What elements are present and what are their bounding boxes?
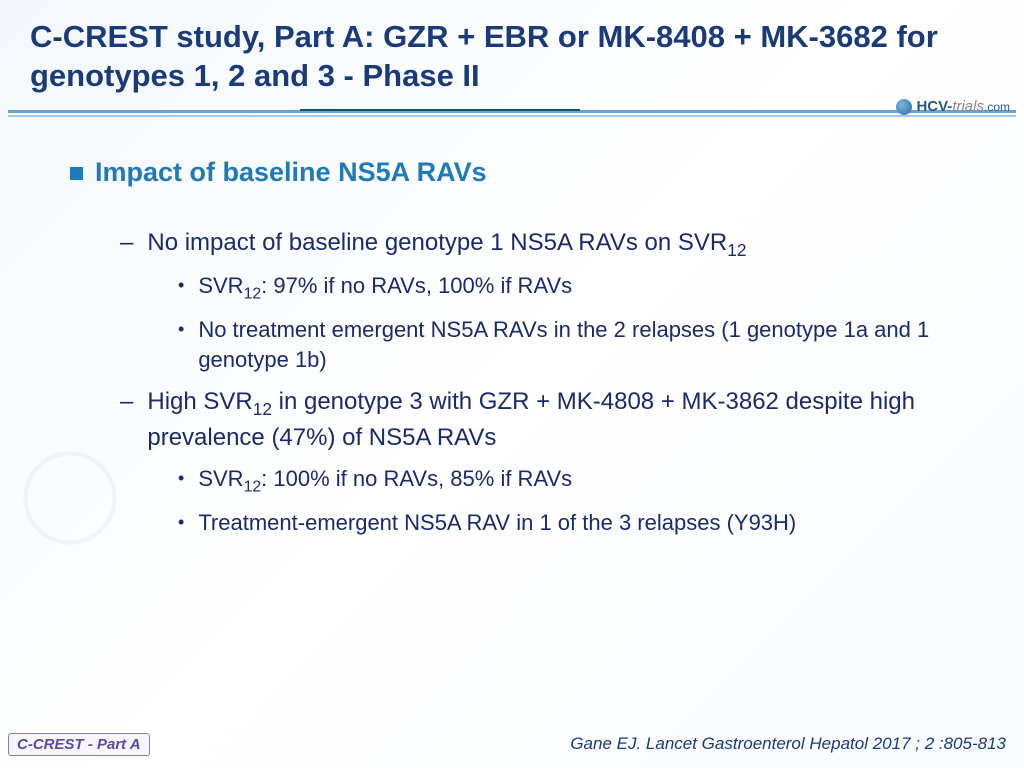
section-heading: Impact of baseline NS5A RAVs — [70, 157, 974, 188]
list-item: • SVR12: 100% if no RAVs, 85% if RAVs — [178, 464, 974, 498]
citation: Gane EJ. Lancet Gastroenterol Hepatol 20… — [570, 734, 1006, 754]
logo-part3: .com — [984, 100, 1010, 114]
square-bullet-icon — [70, 167, 83, 180]
list-item-text: Treatment-emergent NS5A RAV in 1 of the … — [198, 508, 796, 538]
dot-icon: • — [178, 317, 184, 374]
divider — [0, 110, 1024, 117]
slide-title: C-CREST study, Part A: GZR + EBR or MK-8… — [0, 0, 1024, 106]
dash-icon: – — [120, 226, 133, 262]
list-item-text: No treatment emergent NS5A RAVs in the 2… — [198, 315, 974, 374]
bullet-list: –No impact of baseline genotype 1 NS5A R… — [70, 226, 974, 538]
dot-icon: • — [178, 510, 184, 538]
globe-icon — [896, 99, 912, 115]
list-item: • Treatment-emergent NS5A RAV in 1 of the… — [178, 508, 974, 538]
list-item-text: SVR12: 100% if no RAVs, 85% if RAVs — [198, 464, 572, 498]
heading-text: Impact of baseline NS5A RAVs — [95, 157, 487, 188]
content-area: Impact of baseline NS5A RAVs –No impact … — [0, 117, 1024, 538]
list-item: • SVR12: 97% if no RAVs, 100% if RAVs — [178, 271, 974, 305]
list-item-text: High SVR12 in genotype 3 with GZR + MK-4… — [147, 385, 974, 455]
list-item: –No impact of baseline genotype 1 NS5A R… — [120, 226, 974, 262]
list-item-text: No impact of baseline genotype 1 NS5A RA… — [147, 226, 746, 262]
dash-icon: – — [120, 385, 133, 455]
list-item-text: SVR12: 97% if no RAVs, 100% if RAVs — [198, 271, 572, 305]
site-logo: HCV-trials.com — [896, 98, 1010, 115]
dot-icon: • — [178, 466, 184, 498]
logo-part2: trials — [952, 98, 984, 115]
logo-part1: HCV- — [916, 98, 952, 115]
dot-icon: • — [178, 273, 184, 305]
study-badge: C-CREST - Part A — [8, 733, 150, 756]
list-item: –High SVR12 in genotype 3 with GZR + MK-… — [120, 385, 974, 455]
list-item: •No treatment emergent NS5A RAVs in the … — [178, 315, 974, 374]
